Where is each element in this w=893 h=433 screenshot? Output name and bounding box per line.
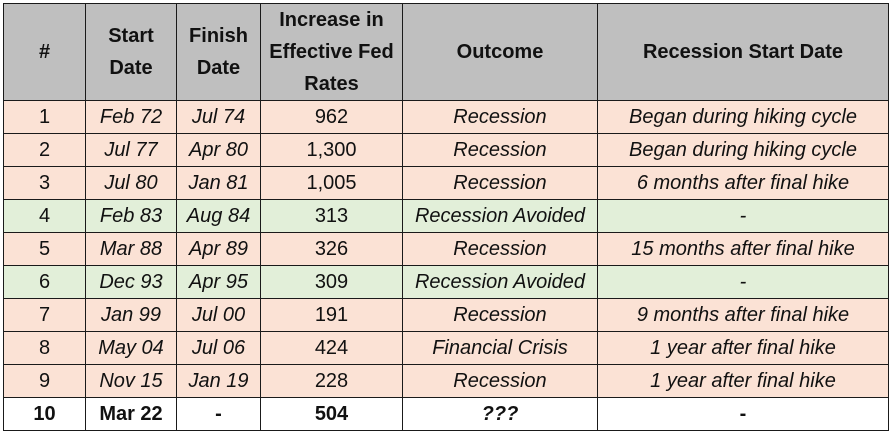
cell-increase: 326 [260, 232, 403, 266]
cell-increase: 309 [260, 265, 403, 299]
cell-outcome: Recession [402, 298, 598, 332]
cell-start-date: Dec 93 [85, 265, 177, 299]
cell-number: 1 [3, 100, 86, 134]
cell-increase: 1,300 [260, 133, 403, 167]
table-row: 1 Feb 72 Jul 74 962 Recession Began duri… [3, 100, 889, 134]
cell-increase: 1,005 [260, 166, 403, 200]
cell-increase: 424 [260, 331, 403, 365]
cell-number: 9 [3, 364, 86, 398]
cell-outcome: Recession [402, 166, 598, 200]
cell-number: 5 [3, 232, 86, 266]
cell-recession-start: 15 months after final hike [597, 232, 889, 266]
cell-recession-start: 6 months after final hike [597, 166, 889, 200]
header-start-date: Start Date [85, 3, 177, 101]
header-increase: Increase in Effective Fed Rates [260, 3, 403, 101]
cell-recession-start: - [597, 397, 889, 431]
cell-recession-start: 1 year after final hike [597, 331, 889, 365]
cell-finish-date: Apr 89 [176, 232, 261, 266]
cell-recession-start: 9 months after final hike [597, 298, 889, 332]
cell-recession-start: - [597, 265, 889, 299]
table-row: 9 Nov 15 Jan 19 228 Recession 1 year aft… [3, 364, 889, 398]
cell-number: 10 [3, 397, 86, 431]
cell-increase: 504 [260, 397, 403, 431]
cell-finish-date: Apr 95 [176, 265, 261, 299]
header-number: # [3, 3, 86, 101]
cell-start-date: Jul 80 [85, 166, 177, 200]
cell-outcome: Recession [402, 100, 598, 134]
cell-start-date: May 04 [85, 331, 177, 365]
header-recession-start: Recession Start Date [597, 3, 889, 101]
table-row: 6 Dec 93 Apr 95 309 Recession Avoided - [3, 265, 889, 299]
cell-start-date: Nov 15 [85, 364, 177, 398]
cell-recession-start: Began during hiking cycle [597, 100, 889, 134]
cell-finish-date: Jan 81 [176, 166, 261, 200]
cell-increase: 191 [260, 298, 403, 332]
cell-outcome: Recession [402, 133, 598, 167]
cell-start-date: Mar 88 [85, 232, 177, 266]
cell-outcome: ??? [402, 397, 598, 431]
table-row: 4 Feb 83 Aug 84 313 Recession Avoided - [3, 199, 889, 233]
header-outcome: Outcome [402, 3, 598, 101]
cell-start-date: Mar 22 [85, 397, 177, 431]
cell-finish-date: Jul 74 [176, 100, 261, 134]
cell-start-date: Feb 72 [85, 100, 177, 134]
cell-start-date: Jan 99 [85, 298, 177, 332]
cell-outcome: Recession [402, 232, 598, 266]
cell-outcome: Recession Avoided [402, 265, 598, 299]
cell-outcome: Financial Crisis [402, 331, 598, 365]
cell-increase: 313 [260, 199, 403, 233]
cell-recession-start: Began during hiking cycle [597, 133, 889, 167]
cell-number: 6 [3, 265, 86, 299]
cell-increase: 962 [260, 100, 403, 134]
cell-outcome: Recession [402, 364, 598, 398]
table-container: # Start Date Finish Date Increase in Eff… [3, 3, 889, 431]
cell-number: 7 [3, 298, 86, 332]
cell-finish-date: Aug 84 [176, 199, 261, 233]
cell-outcome: Recession Avoided [402, 199, 598, 233]
cell-recession-start: 1 year after final hike [597, 364, 889, 398]
table-row: 3 Jul 80 Jan 81 1,005 Recession 6 months… [3, 166, 889, 200]
cell-finish-date: Jul 06 [176, 331, 261, 365]
table-row-current: 10 Mar 22 - 504 ??? - [3, 397, 889, 431]
cell-number: 3 [3, 166, 86, 200]
header-finish-date: Finish Date [176, 3, 261, 101]
cell-start-date: Jul 77 [85, 133, 177, 167]
cell-number: 2 [3, 133, 86, 167]
cell-finish-date: - [176, 397, 261, 431]
table-row: 5 Mar 88 Apr 89 326 Recession 15 months … [3, 232, 889, 266]
table-row: 7 Jan 99 Jul 00 191 Recession 9 months a… [3, 298, 889, 332]
fed-hiking-cycles-table: # Start Date Finish Date Increase in Eff… [3, 3, 889, 431]
cell-increase: 228 [260, 364, 403, 398]
table-row: 2 Jul 77 Apr 80 1,300 Recession Began du… [3, 133, 889, 167]
table-row: 8 May 04 Jul 06 424 Financial Crisis 1 y… [3, 331, 889, 365]
cell-finish-date: Apr 80 [176, 133, 261, 167]
cell-number: 4 [3, 199, 86, 233]
cell-start-date: Feb 83 [85, 199, 177, 233]
cell-finish-date: Jul 00 [176, 298, 261, 332]
cell-number: 8 [3, 331, 86, 365]
cell-recession-start: - [597, 199, 889, 233]
cell-finish-date: Jan 19 [176, 364, 261, 398]
header-row: # Start Date Finish Date Increase in Eff… [3, 3, 889, 101]
